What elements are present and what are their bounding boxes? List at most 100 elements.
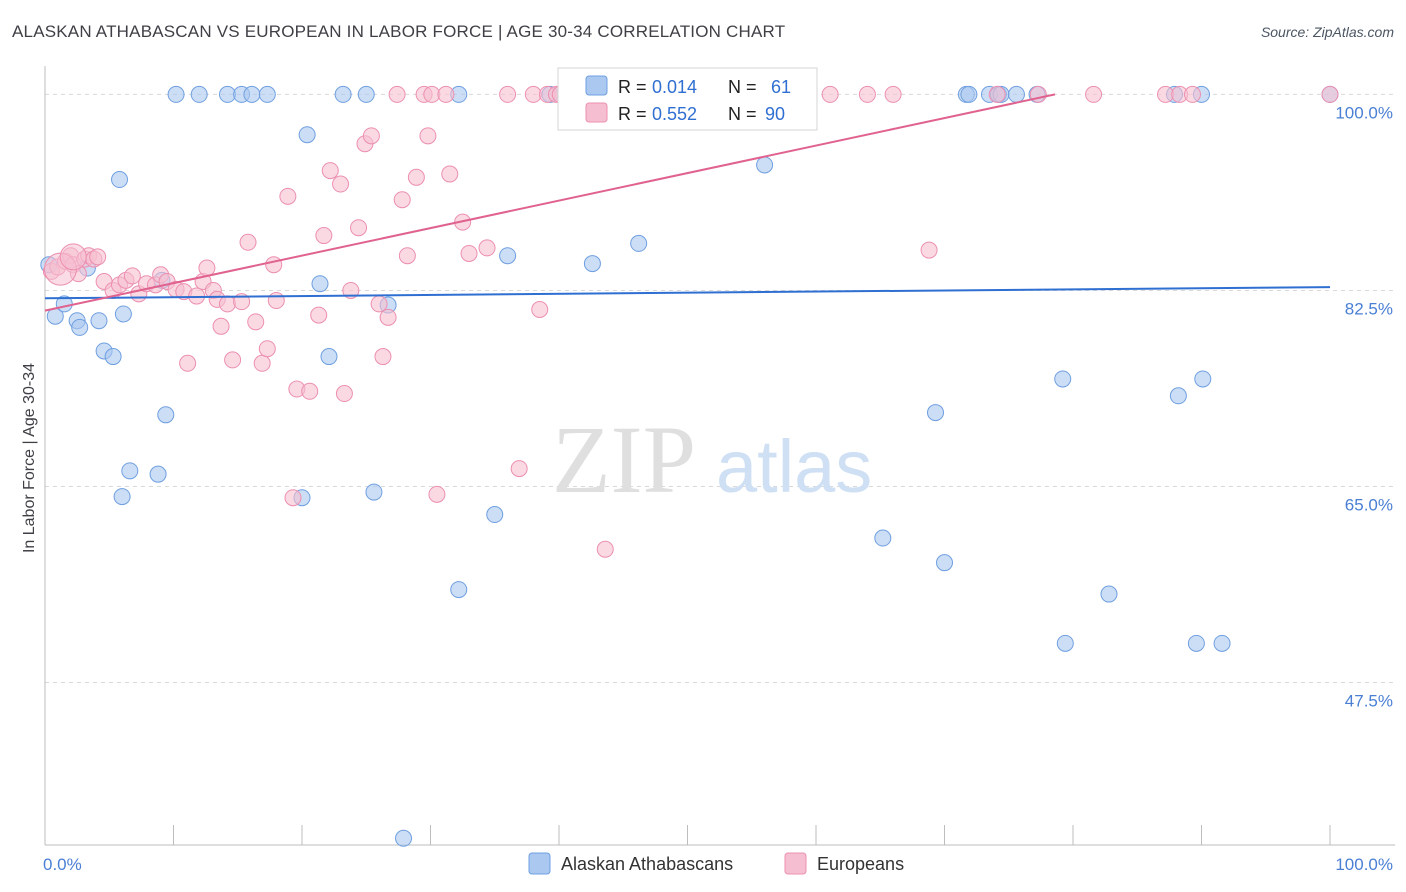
y-tick-label: 47.5% [1345,692,1393,711]
data-point [423,85,441,103]
stats-legend: R = 0.014 N = 61 R = 0.552 N = 90 [557,67,818,131]
data-point [1007,85,1025,103]
data-point [71,318,89,336]
data-point [239,233,257,251]
data-point [311,275,329,293]
data-point [301,382,319,400]
series-legend-swatch-blue [528,852,551,875]
data-point [398,247,416,265]
data-point [583,255,601,273]
data-point [279,187,297,205]
data-point [218,295,236,313]
legend-swatch-pink [585,102,608,123]
data-point [1056,634,1074,652]
data-point [370,295,388,313]
data-point [510,460,528,478]
data-point [224,351,242,369]
x-tick-label: 100.0% [1335,855,1393,874]
data-point [960,85,978,103]
trend-line [44,286,1331,300]
watermark: ZIP atlas [552,406,872,513]
data-point [258,85,276,103]
series-legend-label: Europeans [817,854,904,874]
y-tick-label: 82.5% [1345,299,1393,318]
data-point [267,292,285,310]
watermark-zip: ZIP [552,406,696,513]
data-point [441,165,459,183]
data-point [167,85,185,103]
x-tick-label: 0.0% [43,855,82,874]
data-point [920,241,938,259]
data-point [1054,370,1072,388]
data-point [393,191,411,209]
legend-n-value: 90 [765,104,785,124]
data-point [90,312,108,330]
data-point [212,317,230,335]
y-tick-label: 65.0% [1345,496,1393,515]
data-point [123,267,141,285]
data-point [243,85,261,103]
data-point [179,354,197,372]
data-point [450,581,468,599]
chart-title: ALASKAN ATHABASCAN VS EUROPEAN IN LABOR … [12,22,786,41]
data-point [499,85,517,103]
data-point [478,239,496,257]
data-point [198,259,216,277]
watermark-atlas: atlas [716,425,872,508]
data-point [874,529,892,547]
data-point [419,127,437,145]
legend-n-label: N = [728,77,757,97]
data-point [121,462,139,480]
data-point [1321,85,1339,103]
data-point [858,85,876,103]
data-point [395,829,413,847]
data-point [233,293,251,311]
data-point [111,171,129,189]
trend-line [44,93,1056,312]
data-point [310,306,328,324]
data-point [884,85,902,103]
data-point [157,406,175,424]
data-point [89,248,107,266]
data-point [437,85,455,103]
data-point [988,85,1006,103]
data-point [388,85,406,103]
data-point [149,465,167,483]
series-legend: Alaskan Athabascans Europeans [528,852,904,875]
legend-swatch-blue [585,75,608,96]
data-point [630,234,648,252]
data-point [335,385,353,403]
data-point [1169,387,1187,405]
data-point [114,305,132,323]
data-point [499,247,517,265]
data-point [1100,585,1118,603]
source-credit: Source: ZipAtlas.com [1260,24,1394,40]
data-point [1213,634,1231,652]
axes [44,66,1395,846]
data-point [531,301,549,319]
data-point [821,85,839,103]
data-point [379,308,397,326]
y-tick-label: 100.0% [1335,103,1393,122]
data-point [357,85,375,103]
data-point [218,85,236,103]
data-point [936,554,953,572]
data-point [350,219,368,237]
data-point [407,168,425,186]
data-point [374,348,392,366]
data-point [315,227,333,245]
legend-r-value: 0.552 [652,104,697,124]
data-point [258,340,276,358]
tick-labels: 47.5% 65.0% 82.5% 100.0% 0.0% 100.0% [43,103,1393,874]
data-point [320,348,338,366]
data-point-cluster [59,243,87,271]
data-point [1184,85,1202,103]
data-point [342,281,360,299]
data-point [362,127,380,145]
data-point [756,156,774,174]
legend-n-label: N = [728,104,757,124]
data-point [334,85,352,103]
trend-lines [44,93,1331,312]
data-point [1194,370,1212,388]
